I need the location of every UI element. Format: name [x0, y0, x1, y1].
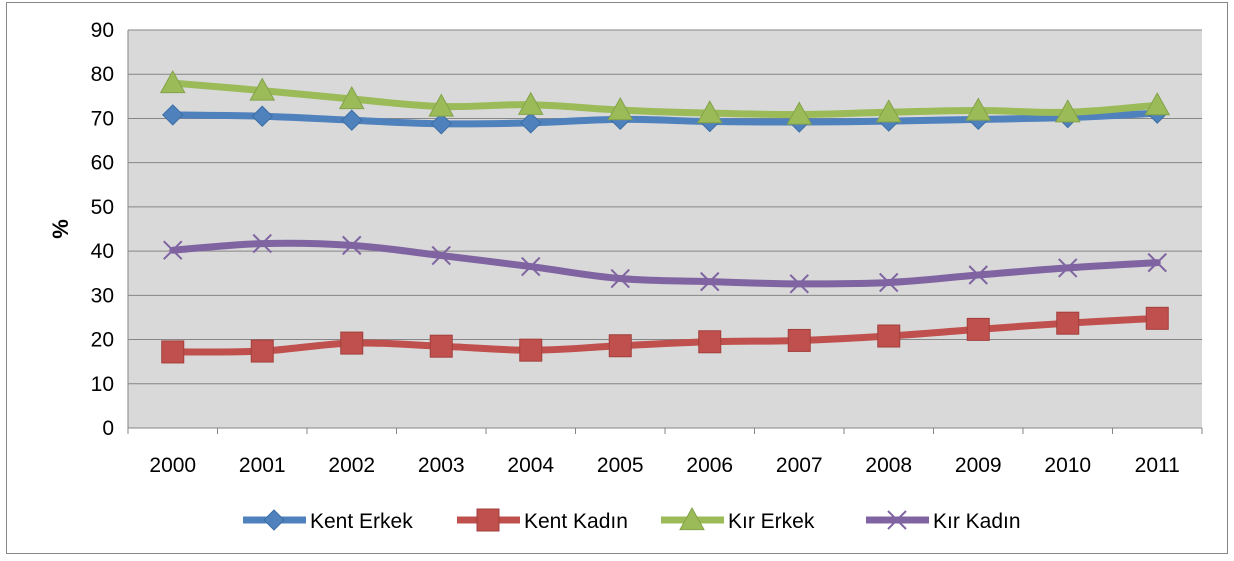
- legend-marker: [887, 510, 907, 530]
- data-point: [250, 339, 274, 363]
- x-tick-label: 2003: [418, 454, 465, 477]
- data-point: [517, 91, 544, 115]
- data-point: [700, 271, 720, 292]
- data-point: [340, 331, 364, 355]
- data-point: [431, 245, 451, 266]
- data-point: [1056, 311, 1080, 335]
- data-point: [428, 93, 455, 117]
- data-point: [159, 70, 186, 94]
- legend-label: Kent Kadın: [524, 510, 628, 533]
- data-point: [968, 265, 988, 285]
- data-point: [1147, 252, 1167, 273]
- x-tick-label: 2000: [149, 454, 196, 477]
- x-tick-label: 2004: [507, 454, 554, 477]
- series-layer: [159, 70, 1171, 364]
- x-tick-label: 2008: [865, 454, 912, 477]
- legend: Kent Erkek Kent Kadın Kır Erkek Kır Kadın: [243, 506, 1021, 533]
- x-tick-label: 2007: [776, 454, 823, 477]
- legend-label: Kır Kadın: [933, 510, 1021, 533]
- data-point: [520, 112, 542, 134]
- legend-item: Kent Kadın: [457, 508, 628, 533]
- series-line: [169, 239, 1161, 288]
- data-point: [1145, 306, 1169, 330]
- x-tick-label: 2006: [686, 454, 733, 477]
- data-point: [249, 77, 276, 101]
- y-tick-label: 20: [91, 329, 114, 352]
- data-point: [786, 101, 813, 125]
- data-point: [608, 334, 632, 358]
- data-point: [610, 268, 630, 289]
- data-point: [875, 99, 902, 123]
- data-point: [787, 328, 811, 352]
- y-axis-tick-labels: 0 10 20 30 40 50 60 70 80 90: [91, 19, 114, 440]
- legend-label: Kent Erkek: [310, 510, 413, 533]
- data-point: [1144, 92, 1171, 116]
- data-point: [342, 235, 362, 256]
- x-tick-label: 2010: [1044, 454, 1091, 477]
- y-tick-label: 10: [91, 373, 114, 396]
- series-kir-kadin: [163, 233, 1167, 294]
- y-tick-label: 60: [91, 152, 114, 175]
- series-kent-kadin: [161, 306, 1169, 364]
- y-tick-label: 0: [102, 417, 114, 440]
- data-point: [521, 256, 541, 277]
- data-point: [161, 340, 185, 364]
- x-tick-label: 2002: [328, 454, 375, 477]
- x-tick-label: 2011: [1135, 454, 1180, 477]
- data-point: [251, 105, 273, 127]
- x-tick-label: 2005: [597, 454, 644, 477]
- data-point: [429, 334, 453, 358]
- data-point: [1058, 258, 1078, 278]
- data-point: [607, 97, 634, 121]
- data-point: [252, 233, 272, 254]
- y-tick-label: 80: [91, 63, 114, 86]
- legend-label: Kır Erkek: [728, 510, 815, 533]
- x-tick-label: 2001: [239, 454, 286, 477]
- y-tick-label: 90: [91, 19, 114, 42]
- legend-item: Kır Erkek: [661, 506, 815, 533]
- y-tick-label: 30: [91, 284, 114, 307]
- data-point: [789, 274, 809, 294]
- series-kir-erkek: [159, 70, 1171, 125]
- data-point: [965, 97, 992, 121]
- series-line: [169, 79, 1161, 118]
- data-point: [163, 240, 183, 260]
- data-point: [877, 324, 901, 348]
- line-chart: 0 10 20 30 40 50 60 70 80 90 2000 2001 2002 2003 2004…: [48, 19, 1203, 533]
- x-axis-tick-labels: 2000 2001 2002 2003 2004 2005 2006 2007 2008 2009…: [149, 454, 1179, 477]
- data-point: [1054, 99, 1081, 123]
- legend-item: Kent Erkek: [243, 509, 413, 533]
- data-point: [519, 338, 543, 362]
- data-point: [430, 113, 452, 135]
- data-point: [698, 330, 722, 354]
- legend-item: Kır Kadın: [866, 510, 1021, 533]
- legend-marker: [263, 509, 285, 531]
- y-tick-label: 70: [91, 107, 114, 130]
- data-point: [879, 272, 899, 293]
- chart-container: 0 10 20 30 40 50 60 70 80 90 2000 2001 2002 2003 2004…: [6, 2, 1228, 554]
- legend-marker: [679, 506, 705, 531]
- data-point: [341, 109, 363, 131]
- y-tick-label: 50: [91, 196, 114, 219]
- y-tick-label: 40: [91, 240, 114, 263]
- data-point: [162, 104, 184, 126]
- y-axis-title: %: [48, 219, 73, 239]
- data-point: [338, 85, 365, 110]
- data-point: [696, 100, 723, 124]
- legend-marker: [476, 508, 500, 532]
- x-tick-label: 2009: [955, 454, 1002, 477]
- data-point: [966, 317, 990, 341]
